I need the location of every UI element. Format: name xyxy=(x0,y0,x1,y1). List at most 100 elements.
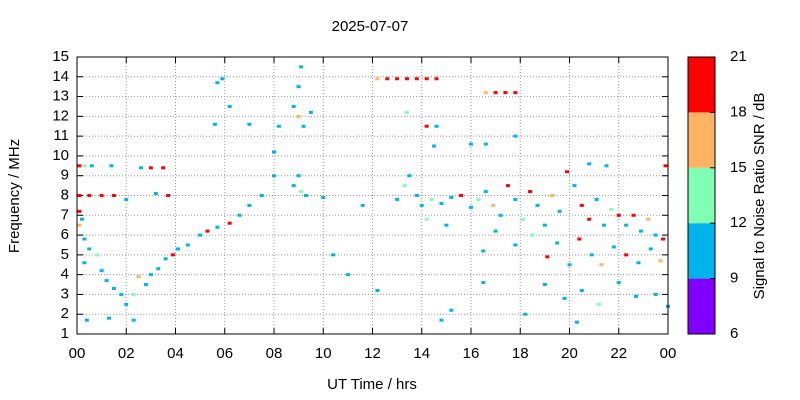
data-point xyxy=(321,195,326,199)
data-point xyxy=(545,255,550,259)
data-point xyxy=(624,223,629,227)
data-point xyxy=(139,166,144,170)
data-point xyxy=(611,245,616,249)
colorbar-tick-label: 12 xyxy=(730,214,747,231)
data-point xyxy=(407,174,412,178)
y-tick-label: 2 xyxy=(61,305,69,322)
data-point xyxy=(459,194,464,197)
data-point xyxy=(227,104,232,108)
data-point xyxy=(131,292,136,296)
data-point xyxy=(148,166,153,170)
data-point xyxy=(481,281,486,285)
plot-frame xyxy=(76,56,669,335)
data-point xyxy=(291,104,296,108)
data-point xyxy=(432,144,437,148)
data-point xyxy=(520,217,525,221)
data-point xyxy=(424,217,429,221)
data-point xyxy=(385,77,390,81)
data-point xyxy=(360,203,365,207)
data-point xyxy=(424,124,429,128)
data-point xyxy=(498,213,503,217)
data-point xyxy=(299,190,304,194)
data-point xyxy=(111,194,116,197)
data-point xyxy=(304,194,309,197)
data-point xyxy=(87,247,92,251)
x-axis-label: UT Time / hrs xyxy=(327,376,417,393)
data-point xyxy=(331,253,336,257)
colorbar-band xyxy=(688,223,715,279)
data-point xyxy=(599,263,604,267)
data-point xyxy=(609,207,614,211)
data-point xyxy=(562,296,567,300)
data-point xyxy=(124,302,129,306)
data-point xyxy=(161,166,166,170)
data-point xyxy=(557,209,562,213)
data-point xyxy=(579,203,584,207)
data-point xyxy=(77,209,82,213)
data-point xyxy=(631,213,636,217)
data-point xyxy=(601,223,606,227)
data-point xyxy=(296,114,301,118)
data-point xyxy=(449,308,454,312)
data-point xyxy=(653,233,658,237)
data-point xyxy=(171,253,176,257)
data-point xyxy=(77,194,82,197)
data-point xyxy=(530,233,535,237)
data-point xyxy=(205,229,210,233)
y-tick-label: 13 xyxy=(52,88,69,105)
data-point xyxy=(166,194,171,197)
y-tick-label: 4 xyxy=(61,266,69,283)
data-point xyxy=(163,257,168,261)
data-point xyxy=(227,221,232,225)
data-point xyxy=(638,229,643,233)
data-point xyxy=(493,91,498,95)
data-point xyxy=(82,261,87,265)
x-tick-label: 18 xyxy=(512,345,529,362)
y-tick-label: 3 xyxy=(61,285,69,302)
data-point xyxy=(505,184,510,188)
colorbar-band xyxy=(688,167,715,224)
data-point xyxy=(124,197,129,201)
y-tick-label: 6 xyxy=(61,226,69,243)
data-point xyxy=(198,233,203,237)
data-point xyxy=(633,294,638,298)
x-tick-label: 14 xyxy=(413,345,430,362)
data-point xyxy=(636,261,641,265)
data-point xyxy=(565,170,570,174)
data-point xyxy=(483,91,488,95)
data-point xyxy=(156,267,161,271)
data-point xyxy=(296,85,301,89)
data-point xyxy=(215,225,220,229)
data-point xyxy=(153,192,158,196)
colorbar-band xyxy=(688,57,715,113)
x-tick-label: 06 xyxy=(216,345,233,362)
colorbar-tick-label: 21 xyxy=(730,48,747,65)
data-point xyxy=(648,247,653,251)
data-point xyxy=(299,65,304,69)
colorbar-tick-label: 9 xyxy=(730,270,738,287)
data-point xyxy=(148,273,153,277)
data-point xyxy=(414,194,419,197)
data-point xyxy=(119,292,124,296)
y-tick-label: 1 xyxy=(61,325,69,342)
colorbar-tick-label: 6 xyxy=(730,325,738,342)
colorbar-tick-label: 15 xyxy=(730,159,747,176)
y-tick-label: 15 xyxy=(52,48,69,65)
data-point xyxy=(434,77,439,81)
data-point xyxy=(143,283,148,287)
data-point xyxy=(550,194,555,197)
data-point xyxy=(272,174,276,178)
y-axis-label: Frequency / MHz xyxy=(6,139,23,253)
data-point xyxy=(375,77,380,81)
data-point xyxy=(555,241,560,245)
data-point xyxy=(469,142,473,146)
y-tick-label: 7 xyxy=(61,206,69,223)
data-point xyxy=(646,217,651,221)
data-point xyxy=(594,197,599,201)
x-tick-label: 16 xyxy=(463,345,480,362)
data-point xyxy=(542,283,547,287)
data-point xyxy=(94,253,99,257)
data-point xyxy=(444,223,449,227)
data-point xyxy=(99,269,104,273)
data-point xyxy=(345,273,350,277)
